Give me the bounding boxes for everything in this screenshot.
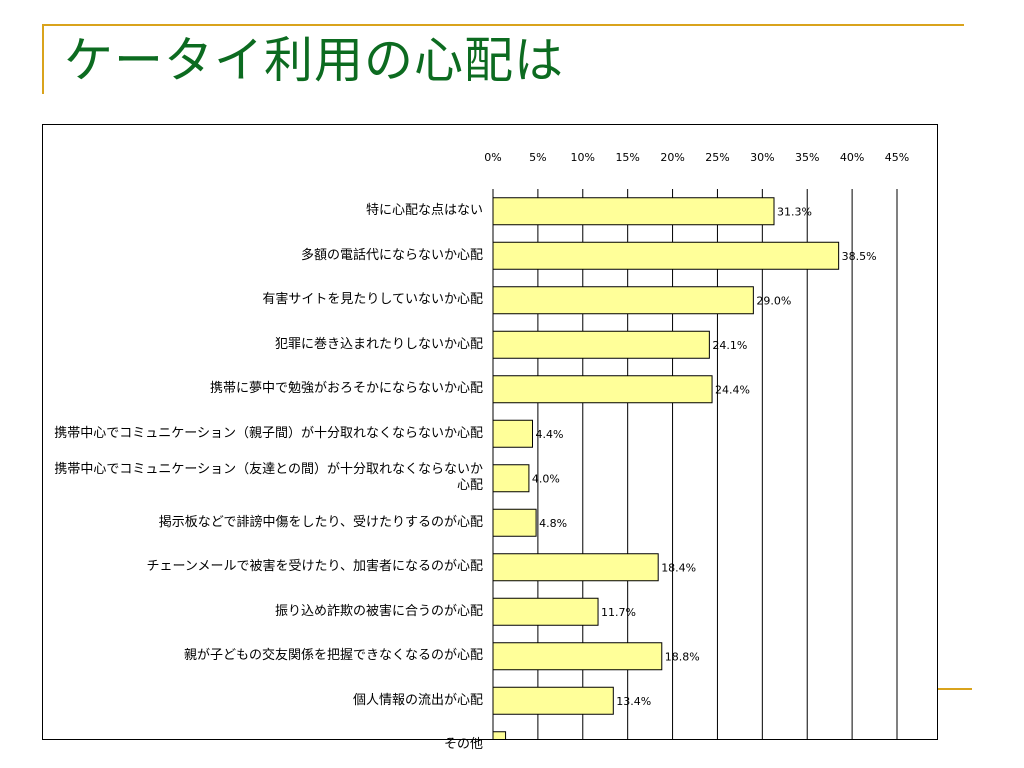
category-label: 有害サイトを見たりしていないか心配 [262, 292, 483, 308]
side-accent-rule [928, 688, 972, 690]
bar-value-label: 4.0% [532, 472, 560, 485]
bar [492, 241, 840, 270]
category-label: 携帯中心でコミュニケーション（親子間）が十分取れなくならないか心配 [54, 425, 483, 441]
x-tick-label: 35% [795, 151, 819, 164]
bar-value-label: 18.4% [661, 561, 696, 574]
category-label: 振り込め詐欺の被害に合うのが心配 [274, 603, 483, 619]
x-tick-label: 30% [750, 151, 774, 164]
category-label: 個人情報の流出が心配 [352, 692, 483, 708]
category-label: 親が子どもの交友関係を把握できなくなるのが心配 [183, 648, 483, 664]
x-tick-label: 20% [660, 151, 684, 164]
bar [492, 197, 775, 226]
x-tick-label: 40% [840, 151, 864, 164]
bar [492, 375, 713, 404]
x-tick-label: 0% [484, 151, 501, 164]
bar [492, 508, 537, 537]
category-label: その他 [443, 737, 483, 753]
bar [492, 642, 663, 671]
bar [492, 419, 534, 448]
bar-value-label: 4.8% [539, 517, 567, 530]
x-tick-label: 45% [885, 151, 909, 164]
bar-value-label: 31.3% [777, 205, 812, 218]
bar-chart: 0% 5% 10% 15% 20% 25% 30% 35% 40% 45% 31.3% 38.5% 29… [484, 151, 909, 739]
x-tick-label: 15% [615, 151, 639, 164]
bar [492, 330, 710, 359]
bar [492, 464, 530, 493]
category-label: 携帯中心でコミュニケーション（友達との間）が十分取れなくならないか心配 [54, 462, 483, 494]
category-label: 犯罪に巻き込まれたりしないか心配 [274, 336, 483, 352]
bar [492, 597, 599, 626]
category-label: 携帯に夢中で勉強がおろそかにならないか心配 [209, 381, 483, 397]
bar-value-label: 24.1% [712, 339, 747, 352]
bar [492, 731, 507, 739]
category-label: 掲示板などで誹謗中傷をしたり、受けたりするのが心配 [158, 514, 483, 530]
bar-value-label: 18.8% [665, 650, 700, 663]
category-label: チェーンメールで被害を受けたり、加害者になるのが心配 [146, 559, 483, 575]
category-label: 特に心配な点はない [365, 203, 483, 219]
chart-frame: 0% 5% 10% 15% 20% 25% 30% 35% 40% 45% 31.3% 38.5% 29… [42, 124, 938, 752]
bar [492, 286, 754, 315]
bar-value-label: 29.0% [756, 294, 791, 307]
bar [492, 686, 614, 715]
title-accent-bar [42, 24, 44, 94]
bar-value-label: 38.5% [842, 250, 877, 263]
slide-title: ケータイ利用の心配は [64, 32, 565, 89]
x-tick-label: 25% [705, 151, 729, 164]
x-tick-label: 10% [571, 151, 595, 164]
bar-value-label: 11.7% [601, 606, 636, 619]
bar-value-label: 13.4% [616, 695, 651, 708]
bar-value-label: 24.4% [715, 383, 750, 396]
bar [492, 553, 659, 582]
bar-value-label: 4.4% [536, 428, 564, 441]
category-label: 多額の電話代にならないか心配 [300, 247, 483, 263]
x-tick-label: 5% [529, 151, 546, 164]
title-accent-rule [42, 24, 964, 26]
